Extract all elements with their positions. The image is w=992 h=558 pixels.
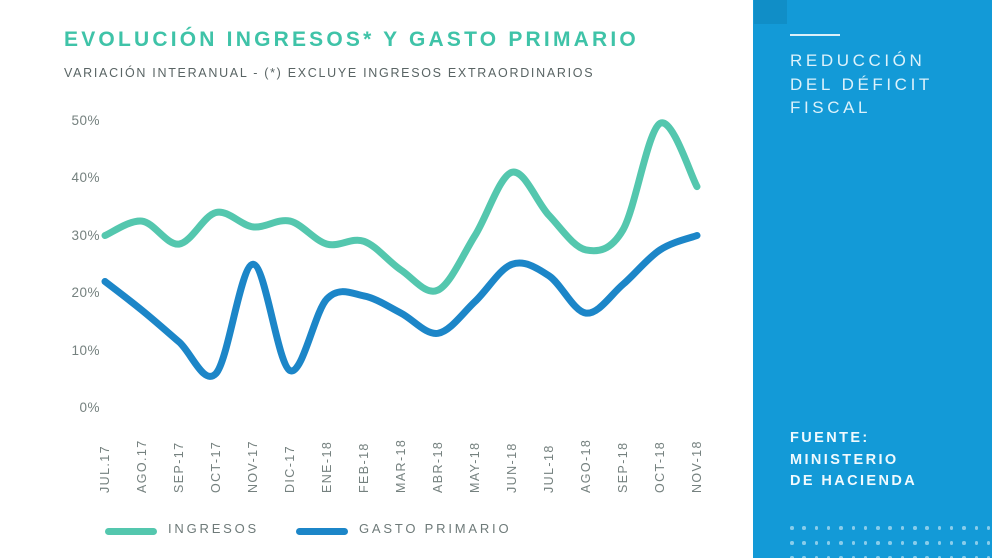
dot-decoration: [949, 526, 954, 530]
dot-decoration: [900, 541, 905, 545]
x-axis-tick-label: JUL-18: [542, 444, 556, 493]
dot-decoration: [974, 526, 979, 530]
dot-decoration: [814, 526, 819, 530]
line-plot: [101, 119, 701, 380]
x-axis-tick-label: MAY-18: [468, 441, 482, 493]
dot-decoration: [826, 556, 831, 558]
dot-decoration: [802, 541, 806, 545]
dot-decoration: [888, 541, 892, 545]
dot-decoration: [826, 541, 831, 545]
dot-decoration: [876, 556, 880, 558]
chart-title: EVOLUCIÓN INGRESOS* Y GASTO PRIMARIO: [64, 28, 639, 51]
chart-subtitle: VARIACIÓN INTERANUAL - (*) EXCLUYE INGRE…: [64, 66, 595, 80]
dot-decoration: [863, 556, 868, 558]
dot-decoration: [839, 556, 843, 558]
y-axis-tick-label: 40%: [71, 170, 100, 185]
dot-decoration: [888, 556, 892, 558]
source-line: FUENTE:: [790, 430, 870, 446]
dot-decoration: [851, 526, 856, 530]
dot-decoration: [937, 541, 942, 545]
dot-decoration: [876, 526, 880, 530]
dot-decoration: [925, 526, 929, 530]
dot-decoration: [974, 541, 979, 545]
dot-decoration: [888, 526, 892, 530]
x-axis-tick-label: AGO.17: [135, 439, 149, 493]
dot-decoration: [851, 556, 856, 558]
dot-decoration: [962, 526, 966, 530]
dot-decoration: [937, 526, 942, 530]
dot-decoration: [814, 556, 819, 558]
dot-decoration: [839, 526, 843, 530]
dot-decoration: [814, 541, 819, 545]
source-line: MINISTERIO: [790, 451, 899, 468]
x-axis-tick-label: JUN-18: [505, 442, 519, 493]
x-axis-tick-label: MAR-18: [394, 438, 408, 493]
dot-decoration: [974, 556, 979, 558]
x-axis-tick-label: NOV-17: [246, 440, 260, 493]
sidebar-divider: [790, 34, 840, 36]
y-axis-tick-label: 0%: [79, 400, 100, 415]
sidebar-corner-decoration: [754, 0, 787, 24]
dot-decoration: [925, 541, 929, 545]
source-line: DE HACIENDA: [790, 473, 918, 489]
x-axis-tick-label: SEP-18: [616, 441, 630, 493]
source-label: FUENTE: MINISTERIO DE HACIENDA: [790, 428, 917, 493]
dot-decoration: [851, 541, 856, 545]
x-axis-tick-label: JUL.17: [98, 444, 112, 493]
dot-decoration: [949, 541, 954, 545]
dot-decoration: [802, 556, 806, 558]
dot-decoration: [863, 541, 868, 545]
chart-panel: EVOLUCIÓN INGRESOS* Y GASTO PRIMARIO VAR…: [64, 28, 704, 536]
sidebar-panel: REDUCCIÓN DEL DÉFICIT FISCAL FUENTE: MIN…: [753, 0, 992, 558]
dot-decoration: [913, 556, 917, 558]
dot-decoration: [802, 526, 806, 530]
dot-decoration: [937, 556, 942, 558]
sidebar-heading-line: DEL DÉFICIT: [790, 74, 933, 94]
y-axis-tick-label: 50%: [71, 112, 100, 128]
x-axis-tick-label: DIC-17: [283, 445, 297, 493]
x-axis-tick-label: OCT-18: [653, 440, 667, 493]
gasto-primario-line: [101, 232, 701, 380]
x-axis-tick-label: SEP-17: [172, 441, 186, 493]
dot-decoration: [839, 541, 843, 545]
dot-decoration: [925, 556, 929, 558]
dot-decoration: [900, 556, 905, 558]
y-axis-tick-label: 20%: [71, 285, 100, 300]
dot-decoration: [790, 526, 794, 530]
dot-decoration: [863, 526, 868, 530]
dot-decoration: [962, 541, 966, 545]
x-axis-tick-label: OCT-17: [209, 440, 223, 493]
dot-decoration: [900, 526, 905, 530]
dot-decoration: [876, 541, 880, 545]
dot-decoration: [913, 526, 917, 530]
dot-decoration: [986, 541, 991, 545]
y-axis-tick-label: 10%: [71, 342, 100, 358]
dot-decoration: [790, 541, 794, 545]
dot-decoration: [826, 526, 831, 530]
sidebar-heading-line: FISCAL: [790, 98, 872, 117]
sidebar-heading: REDUCCIÓN DEL DÉFICIT FISCAL: [790, 49, 933, 120]
x-axis-tick-label: ENE-18: [320, 440, 334, 493]
x-axis-tick-label: FEB-18: [357, 442, 371, 493]
ingresos-line: [101, 119, 701, 295]
x-axis-tick-label: AGO-18: [579, 438, 593, 493]
dot-decoration: [949, 556, 954, 558]
dot-decoration: [790, 556, 794, 558]
sidebar-heading-line: REDUCCIÓN: [790, 51, 926, 70]
dot-decoration: [986, 526, 991, 530]
dot-decoration: [913, 541, 917, 545]
x-axis-tick-label: NOV-18: [690, 440, 704, 493]
dot-decoration: [986, 556, 991, 558]
y-axis-tick-label: 30%: [71, 227, 100, 243]
x-axis-tick-label: ABR-18: [431, 440, 445, 493]
dot-decoration: [962, 556, 966, 558]
